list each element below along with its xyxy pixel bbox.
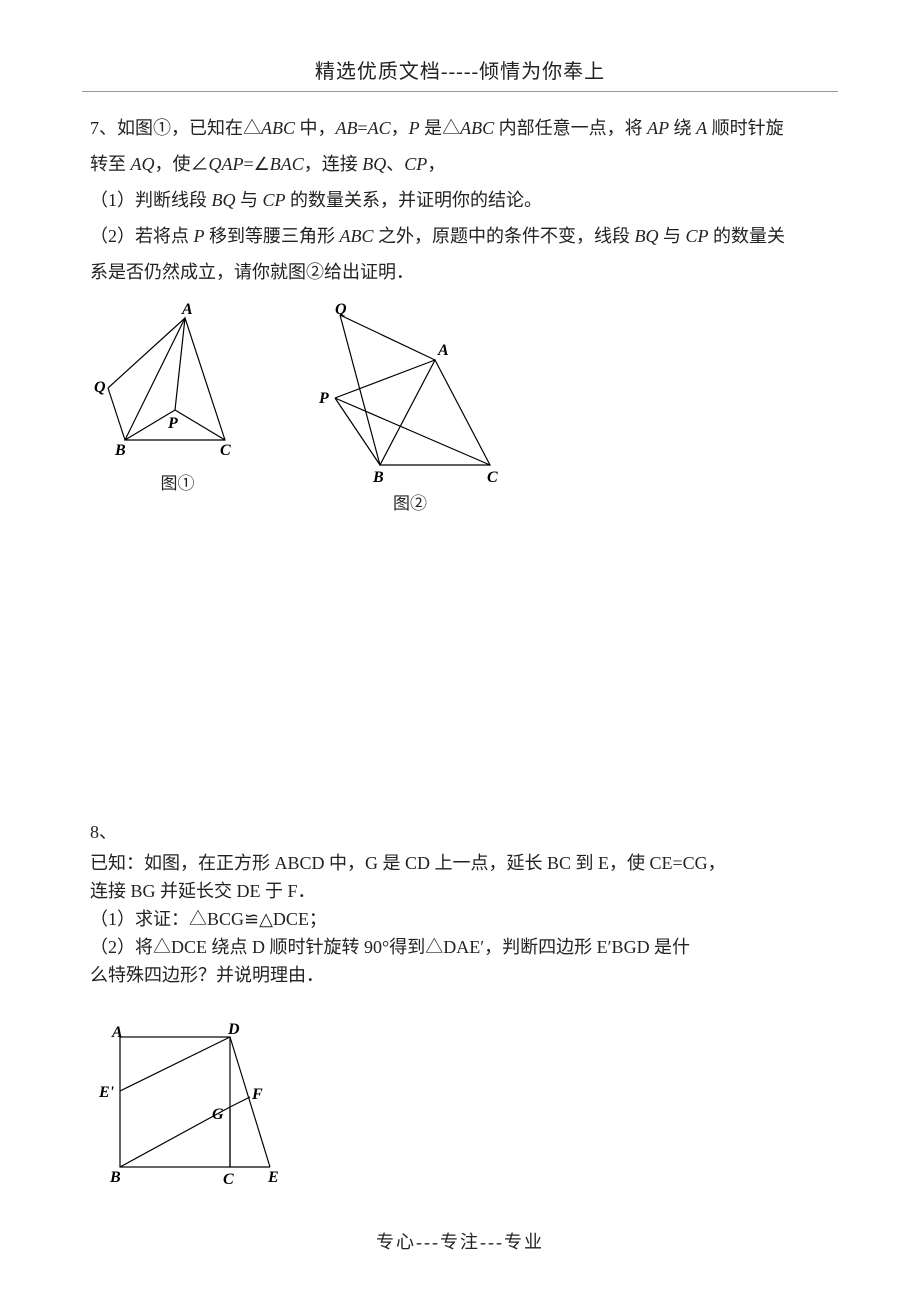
t: ， bbox=[427, 154, 445, 174]
lblE: E bbox=[267, 1169, 279, 1186]
lblQ: Q bbox=[335, 301, 347, 318]
lblC: C bbox=[223, 1171, 234, 1188]
fig7-2-caption: 图② bbox=[305, 489, 515, 514]
t: ，使∠ bbox=[155, 154, 209, 174]
page-footer: 专心---专注---专业 bbox=[0, 1228, 920, 1254]
fig7-1-caption: 图① bbox=[90, 469, 265, 494]
bq: BQ bbox=[635, 226, 659, 246]
p7-q2: （2）若将点 P 移到等腰三角形 ABC 之外，原题中的条件不变，线段 BQ 与… bbox=[90, 218, 830, 254]
fig7-2: Q A P B C 图② bbox=[305, 300, 515, 514]
lblC: C bbox=[220, 442, 231, 459]
lblEp: E' bbox=[98, 1084, 115, 1101]
p8-q2: （2）将△DCE 绕点 D 顺时针旋转 90°得到△DAE′，判断四边形 E′B… bbox=[90, 934, 830, 962]
t: 7、如图①，已知在△ bbox=[90, 118, 261, 138]
p7-q1: （1）判断线段 BQ 与 CP 的数量关系，并证明你的结论。 bbox=[90, 182, 830, 218]
p8-block: 8、 已知：如图，在正方形 ABCD 中，G 是 CD 上一点，延长 BC 到 … bbox=[90, 814, 830, 1199]
t: （2）若将点 bbox=[90, 226, 194, 246]
lblQ: Q bbox=[94, 379, 106, 396]
cp: CP bbox=[263, 190, 286, 210]
t: ，连接 bbox=[304, 154, 363, 174]
ab: AB bbox=[336, 118, 358, 138]
fig8: A D B C E E' G F bbox=[90, 1019, 830, 1199]
p7-q2b: 系是否仍然成立，请你就图②给出证明． bbox=[90, 254, 830, 290]
eq: = bbox=[358, 118, 368, 138]
lblC: C bbox=[487, 469, 498, 485]
cp: CP bbox=[404, 154, 427, 174]
lblF: F bbox=[251, 1086, 263, 1103]
t: 内部任意一点，将 bbox=[494, 118, 647, 138]
bac: BAC bbox=[270, 154, 304, 174]
p8-q2b: 么特殊四边形？并说明理由． bbox=[90, 962, 830, 990]
p7-figures: A B C P Q 图① Q A P B bbox=[90, 300, 830, 514]
lblB: B bbox=[109, 1169, 121, 1186]
t: 中， bbox=[295, 118, 336, 138]
lblA: A bbox=[111, 1024, 123, 1041]
bq: BQ bbox=[362, 154, 386, 174]
t: 、 bbox=[386, 154, 404, 174]
t: 与 bbox=[236, 190, 263, 210]
lblB: B bbox=[114, 442, 126, 459]
t: 与 bbox=[659, 226, 686, 246]
t: =∠ bbox=[244, 154, 270, 174]
t: 的数量关系，并证明你的结论。 bbox=[286, 190, 543, 210]
p8-l2: 连接 BG 并延长交 DE 于 F． bbox=[90, 878, 830, 906]
p8-q1: （1）求证：△BCG≌△DCE； bbox=[90, 906, 830, 934]
abc: ABC bbox=[460, 118, 494, 138]
lblA: A bbox=[437, 342, 449, 359]
p8-num: 8、 bbox=[90, 814, 830, 850]
t: 转至 bbox=[90, 154, 131, 174]
abc: ABC bbox=[261, 118, 295, 138]
p8-l1: 已知：如图，在正方形 ABCD 中，G 是 CD 上一点，延长 BC 到 E，使… bbox=[90, 850, 830, 878]
lblB: B bbox=[372, 469, 384, 485]
t: 绕 bbox=[669, 118, 696, 138]
qap: QAP bbox=[209, 154, 244, 174]
p: P bbox=[409, 118, 420, 138]
t: ， bbox=[391, 118, 409, 138]
a: A bbox=[696, 118, 707, 138]
cp: CP bbox=[686, 226, 709, 246]
lblA: A bbox=[181, 301, 193, 318]
bq: BQ bbox=[212, 190, 236, 210]
ap: AP bbox=[647, 118, 669, 138]
t: 之外，原题中的条件不变，线段 bbox=[374, 226, 635, 246]
page-header: 精选优质文档-----倾情为你奉上 bbox=[90, 55, 830, 86]
p7-line1: 7、如图①，已知在△ABC 中，AB=AC，P 是△ABC 内部任意一点，将 A… bbox=[90, 110, 830, 146]
lblP: P bbox=[318, 390, 329, 407]
aq: AQ bbox=[131, 154, 155, 174]
fig7-1: A B C P Q 图① bbox=[90, 300, 265, 514]
p7-line2: 转至 AQ，使∠QAP=∠BAC，连接 BQ、CP， bbox=[90, 146, 830, 182]
t: （1）判断线段 bbox=[90, 190, 212, 210]
t: 移到等腰三角形 bbox=[205, 226, 340, 246]
lblG: G bbox=[212, 1106, 224, 1123]
lblD: D bbox=[227, 1021, 240, 1038]
p: P bbox=[194, 226, 205, 246]
t: 是△ bbox=[420, 118, 461, 138]
t: 顺时针旋 bbox=[707, 118, 784, 138]
t: 的数量关 bbox=[709, 226, 786, 246]
lblP: P bbox=[167, 415, 178, 432]
abc: ABC bbox=[340, 226, 374, 246]
ac: AC bbox=[368, 118, 391, 138]
